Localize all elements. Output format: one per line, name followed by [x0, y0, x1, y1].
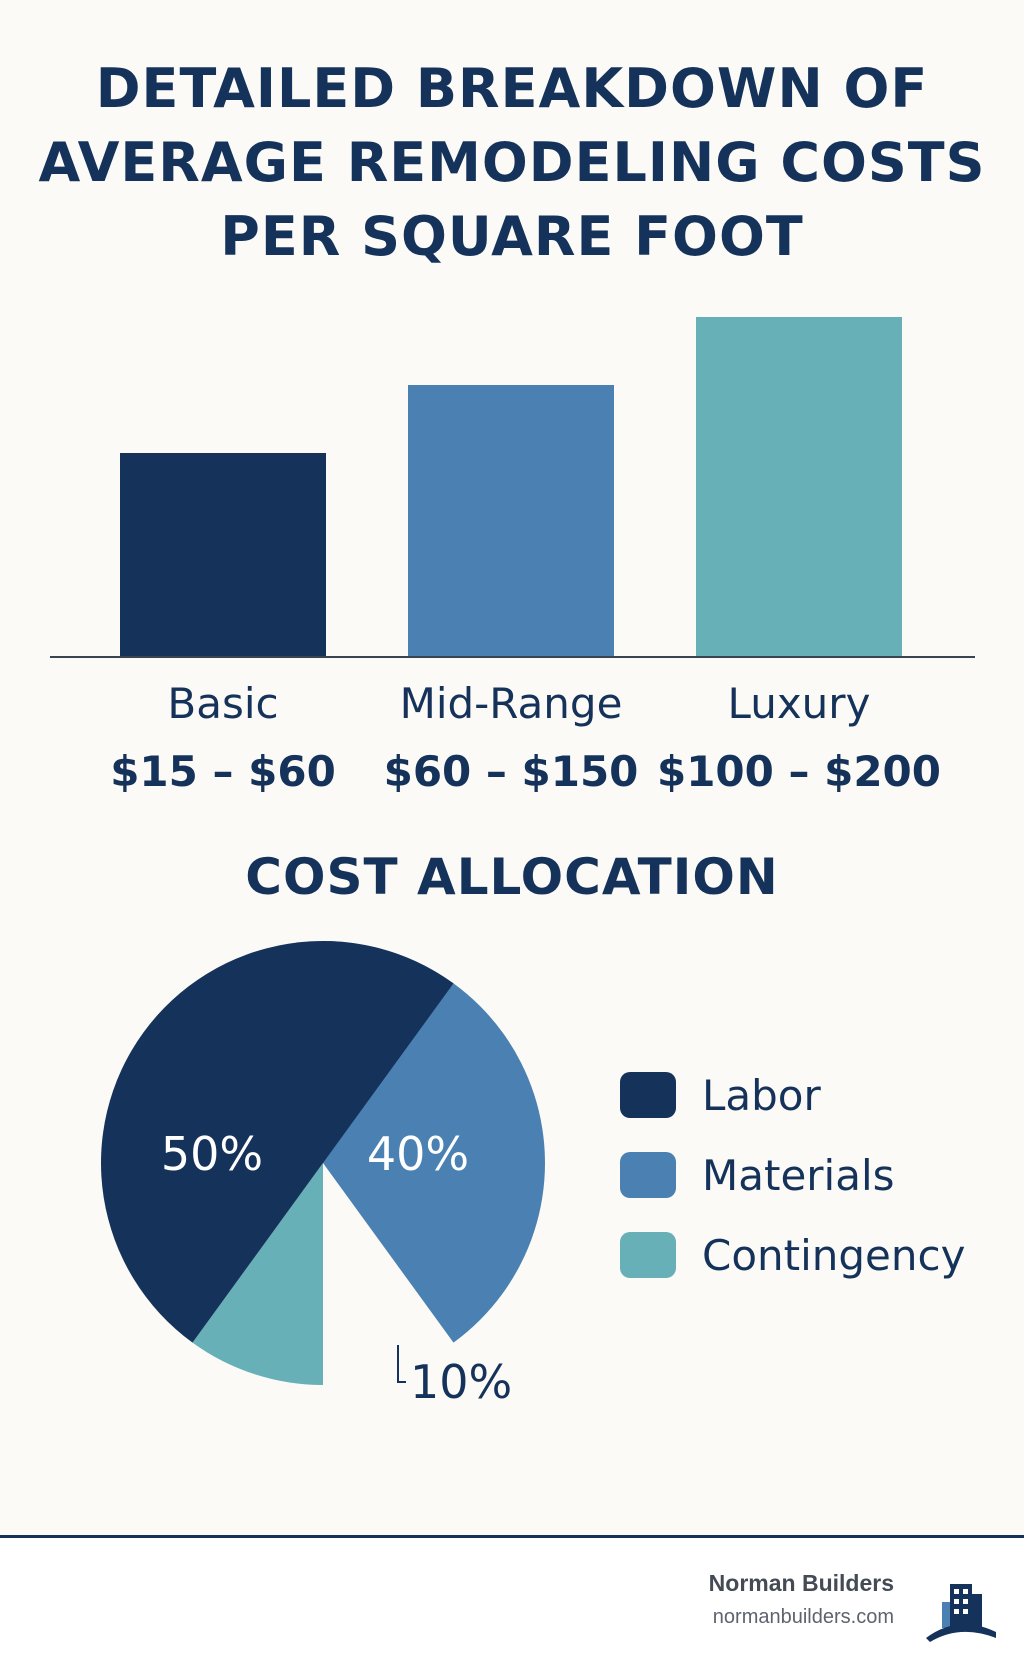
range-label-mid-range: $60 – $150 [384, 747, 639, 796]
contingency-leader-line [397, 1345, 406, 1383]
bar-basic [120, 453, 326, 657]
pie-value-label-labor: 50% [161, 1127, 263, 1181]
pie-slice-labor [101, 941, 454, 1343]
bar-luxury [696, 317, 902, 657]
brand-url: normanbuilders.com [712, 1606, 894, 1628]
footer: Norman Builders normanbuilders.com [0, 1538, 1024, 1666]
pie-chart-title: COST ALLOCATION [245, 848, 779, 906]
bar-chart: Basic $15 – $60 Mid-Range $60 – $150 Luxury $… [50, 317, 975, 796]
legend-swatch-materials [620, 1152, 676, 1198]
footer-divider [0, 1535, 1024, 1538]
category-label-mid-range: Mid-Range [400, 679, 623, 728]
pie-value-label-materials: 40% [367, 1127, 469, 1181]
pie-value-label-contingency: 10% [410, 1355, 512, 1409]
page-title: DETAILED BREAKDOWN OF AVERAGE REMODELING… [0, 52, 1024, 274]
building-logo-icon [926, 1584, 996, 1642]
legend-label-labor: Labor [702, 1070, 821, 1120]
range-label-luxury: $100 – $200 [657, 747, 941, 796]
title-line-3: PER SQUARE FOOT [220, 205, 804, 268]
legend-item-contingency: Contingency [620, 1215, 965, 1295]
bar-mid-range [408, 385, 614, 657]
title-line-2: AVERAGE REMODELING COSTS [38, 131, 986, 194]
legend-swatch-labor [620, 1072, 676, 1118]
legend-label-contingency: Contingency [702, 1230, 966, 1280]
title-line-1: DETAILED BREAKDOWN OF [95, 57, 929, 120]
pie-chart: 50% 40% 10% [101, 941, 545, 1409]
category-label-basic: Basic [167, 679, 278, 728]
brand-name: Norman Builders [708, 1570, 894, 1596]
pie-legend: Labor Materials Contingency [620, 1055, 965, 1295]
pie-slice-contingency [192, 1163, 323, 1385]
range-label-basic: $15 – $60 [110, 747, 336, 796]
legend-item-materials: Materials [620, 1135, 965, 1215]
legend-label-materials: Materials [702, 1150, 895, 1200]
legend-item-labor: Labor [620, 1055, 965, 1135]
category-label-luxury: Luxury [728, 679, 871, 728]
legend-swatch-contingency [620, 1232, 676, 1278]
